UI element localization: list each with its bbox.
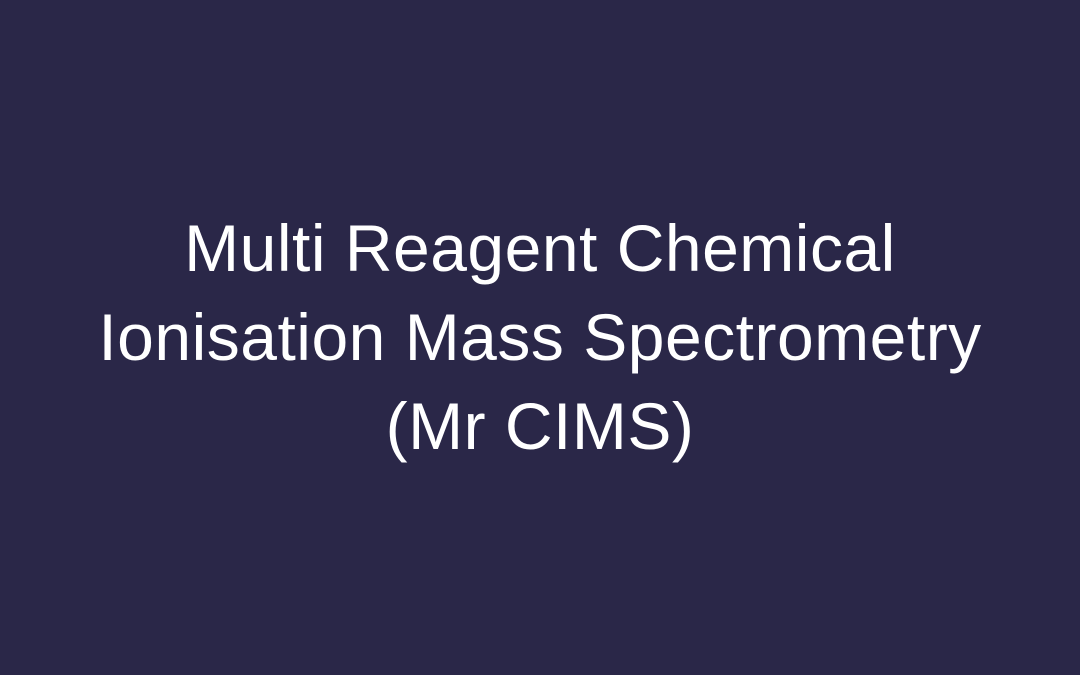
slide-title: Multi Reagent Chemical Ionisation Mass S… — [80, 204, 1000, 471]
title-slide: Multi Reagent Chemical Ionisation Mass S… — [0, 0, 1080, 675]
